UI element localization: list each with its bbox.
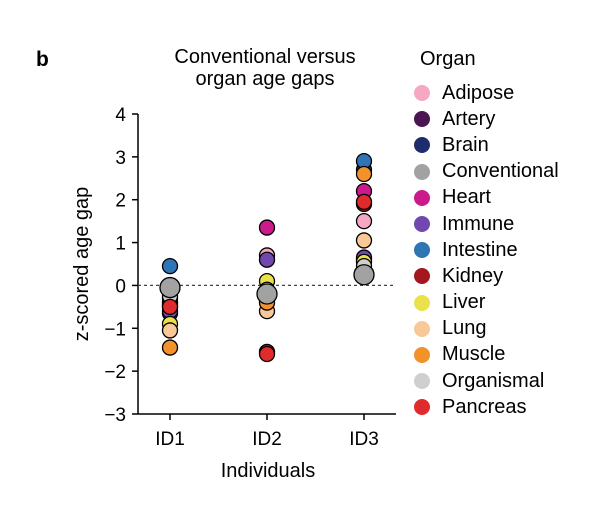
legend-label: Organismal bbox=[442, 369, 545, 392]
point-heart-id2 bbox=[258, 219, 276, 236]
point-lung-id1 bbox=[161, 322, 179, 339]
point-conventional-id1 bbox=[159, 276, 181, 299]
x-tick-label: ID2 bbox=[252, 429, 282, 450]
y-tick-label: 0 bbox=[115, 276, 126, 297]
chart-title-line-1: Conventional versus bbox=[174, 46, 356, 68]
legend-swatch bbox=[414, 85, 430, 102]
y-tick-label: 1 bbox=[115, 234, 126, 255]
legend-item-organismal: Organismal bbox=[414, 368, 559, 394]
legend: Adipose Artery Brain Conventional Heart Immun… bbox=[414, 80, 559, 420]
legend-label: Adipose bbox=[442, 81, 515, 104]
legend-item-heart: Heart bbox=[414, 185, 559, 211]
legend-swatch bbox=[414, 320, 430, 337]
y-tick-label: 4 bbox=[115, 105, 126, 126]
legend-swatch bbox=[414, 294, 430, 311]
chart-title: Conventional versus organ age gaps bbox=[150, 46, 380, 90]
x-axis-label: Individuals bbox=[221, 460, 316, 482]
point-pancreas-id3 bbox=[355, 193, 373, 211]
legend-item-pancreas: Pancreas bbox=[414, 394, 559, 420]
legend-item-muscle: Muscle bbox=[414, 342, 559, 368]
chart-title-line-2: organ age gaps bbox=[195, 68, 335, 90]
legend-item-adipose: Adipose bbox=[414, 80, 559, 106]
legend-item-artery: Artery bbox=[414, 106, 559, 132]
point-pancreas-id1 bbox=[161, 298, 179, 316]
legend-swatch bbox=[414, 111, 430, 128]
legend-item-intestine: Intestine bbox=[414, 237, 559, 263]
legend-swatch bbox=[414, 346, 430, 363]
y-axis-label: z-scored age gap bbox=[71, 187, 93, 342]
legend-swatch bbox=[414, 189, 430, 206]
legend-label: Intestine bbox=[442, 238, 518, 261]
legend-item-brain: Brain bbox=[414, 132, 559, 158]
legend-label: Muscle bbox=[442, 343, 506, 366]
point-conventional-id3 bbox=[353, 264, 375, 286]
legend-item-conventional: Conventional bbox=[414, 159, 559, 185]
legend-label: Kidney bbox=[442, 264, 504, 287]
legend-label: Pancreas bbox=[442, 395, 527, 418]
point-intestine-id1 bbox=[161, 257, 179, 275]
legend-title: Organ bbox=[420, 48, 476, 70]
legend-label: Lung bbox=[442, 317, 487, 340]
legend-swatch bbox=[414, 399, 430, 416]
y-tick-label: −3 bbox=[104, 405, 126, 426]
legend-item-kidney: Kidney bbox=[414, 263, 559, 289]
legend-swatch bbox=[414, 137, 430, 154]
legend-swatch bbox=[414, 268, 430, 285]
legend-swatch bbox=[414, 216, 430, 233]
x-tick-label: ID1 bbox=[155, 429, 185, 450]
point-muscle-id1 bbox=[161, 339, 179, 356]
y-tick-label: 3 bbox=[115, 148, 126, 169]
x-tick-label: ID3 bbox=[349, 429, 379, 450]
legend-swatch bbox=[414, 242, 430, 259]
legend-label: Immune bbox=[442, 212, 515, 235]
data-points bbox=[159, 152, 375, 363]
legend-label: Artery bbox=[442, 107, 496, 130]
legend-label: Liver bbox=[442, 291, 486, 314]
point-muscle-id3 bbox=[355, 165, 373, 183]
legend-item-liver: Liver bbox=[414, 290, 559, 316]
point-adipose-id3 bbox=[355, 212, 373, 230]
legend-label: Brain bbox=[442, 133, 489, 156]
y-tick-label: −2 bbox=[104, 362, 126, 383]
point-conventional-id2 bbox=[256, 283, 278, 305]
legend-swatch bbox=[414, 373, 430, 390]
legend-label: Heart bbox=[442, 186, 491, 209]
legend-label: Conventional bbox=[442, 160, 559, 183]
panel-letter: b bbox=[36, 48, 49, 71]
y-ticks: 4 3 2 1 0 −1 −2 −3 bbox=[104, 105, 138, 426]
point-lung-id3 bbox=[355, 232, 373, 249]
legend-swatch bbox=[414, 163, 430, 180]
point-pancreas-id2 bbox=[258, 345, 276, 363]
legend-item-immune: Immune bbox=[414, 211, 559, 237]
x-ticks: ID1 ID2 ID3 bbox=[155, 414, 379, 450]
y-tick-label: 2 bbox=[115, 191, 126, 212]
y-tick-label: −1 bbox=[104, 319, 126, 340]
point-immune-id2 bbox=[258, 251, 276, 268]
legend-item-lung: Lung bbox=[414, 316, 559, 342]
